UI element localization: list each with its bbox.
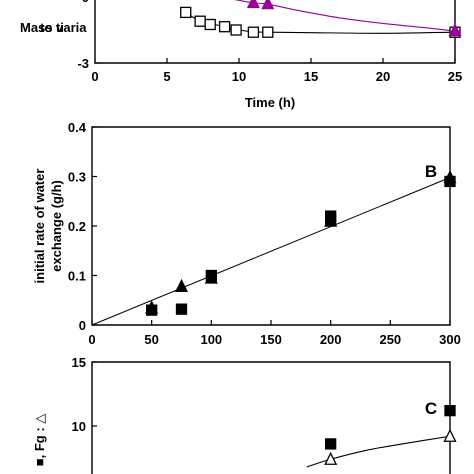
panel-a-y-ticks: -3 0 <box>77 0 100 71</box>
panel-b-x-ticks: 0 50 100 150 200 250 300 <box>88 320 461 347</box>
panel-b-series-1-point <box>324 213 338 227</box>
panel-c: ■, Fg : △ 10 15 C <box>32 355 457 474</box>
panel-a-xlabel: Time (h) <box>245 95 295 110</box>
panel-c-letter: C <box>425 399 437 418</box>
panel-b: initial rate of water exchange (g/h) 0 0.… <box>32 120 461 347</box>
panel-b-x-tick-label: 150 <box>260 332 282 347</box>
panel-a-axes-frame <box>94 0 456 64</box>
panel-b-ylabel-line2: exchange (g/h) <box>49 180 64 272</box>
panel-c-series-1-point <box>324 451 338 465</box>
panel-a-y-tick-label: 0 <box>82 0 89 5</box>
panel-b-x-tick-label: 100 <box>200 332 222 347</box>
panel-a-series-0-point <box>180 6 192 19</box>
panel-a-x-tick-label: 0 <box>91 69 98 84</box>
panel-a-x-tick-label: 15 <box>304 69 318 84</box>
panel-a-series-1-point <box>246 0 260 9</box>
panel-b-series-1-point <box>443 170 457 184</box>
panel-b-y-tick-label: 0.2 <box>68 219 86 234</box>
panel-a-series-1-curve <box>233 0 456 32</box>
panel-b-y-tick-label: 0.1 <box>68 269 86 284</box>
panel-a-ylabel-line1: Mass varia <box>20 20 87 35</box>
panel-b-ylabel-line1: initial rate of water <box>32 169 47 284</box>
panel-a-series-0-point <box>247 26 260 38</box>
panel-a-series-1-point <box>261 0 275 10</box>
panel-c-axes-frame <box>91 361 451 474</box>
panel-c-series-1-curve <box>306 435 451 468</box>
panel-a-ylabel-line2: to ti <box>40 20 64 35</box>
panel-a-series-0-point <box>194 15 206 27</box>
panel-b-series-1-point <box>145 300 159 314</box>
panel-a-y-tick-label: -3 <box>77 56 89 71</box>
panel-b-fit-line <box>91 177 451 326</box>
panel-b-x-tick-label: 50 <box>144 332 158 347</box>
panel-b-series-0-point <box>175 303 188 315</box>
panel-c-y-ticks: 10 15 <box>72 355 97 434</box>
panel-b-points <box>145 170 457 316</box>
panel-a-x-ticks: 0 5 10 15 20 25 <box>91 58 462 84</box>
panel-b-x-tick-label: 250 <box>379 332 401 347</box>
panel-a-x-tick-label: 5 <box>163 69 170 84</box>
panel-c-curves <box>306 435 451 468</box>
panel-b-x-tick-label: 300 <box>439 332 461 347</box>
panel-c-y-tick-label: 10 <box>72 419 86 434</box>
panel-b-series-1-point <box>174 278 189 293</box>
panel-a-series-0-point <box>262 26 274 38</box>
panel-a-series-1-point <box>448 22 462 37</box>
panel-a-series-0-point <box>204 18 216 31</box>
panel-c-points <box>324 404 457 465</box>
panel-a-x-tick-label: 25 <box>448 69 462 84</box>
panel-b-letter: B <box>425 162 437 181</box>
panel-b-axes-frame <box>91 126 451 326</box>
panel-b-y-tick-label: 0 <box>79 318 86 333</box>
panel-c-series-1-point <box>443 428 457 442</box>
panel-b-series-1-point <box>204 270 218 284</box>
panel-b-x-tick-label: 0 <box>88 332 95 347</box>
panel-b-y-tick-label: 0.3 <box>68 170 86 185</box>
panel-a-series-0-point <box>230 24 242 36</box>
panel-c-series-0-point <box>444 404 456 417</box>
panel-a-x-tick-label: 20 <box>376 69 390 84</box>
panel-a-series-0-point <box>218 21 231 33</box>
panel-c-series-0-point <box>325 438 337 450</box>
panel-a-points <box>180 0 462 38</box>
panel-b-x-tick-label: 200 <box>320 332 342 347</box>
panel-a-x-tick-label: 10 <box>232 69 246 84</box>
panel-b-y-tick-label: 0.4 <box>68 120 87 135</box>
panel-c-y-tick-label: 15 <box>72 355 86 370</box>
panel-b-y-ticks: 0 0.1 0.2 0.3 0.4 <box>68 120 97 333</box>
panel-c-ylabel: ■, Fg : △ <box>32 414 47 467</box>
